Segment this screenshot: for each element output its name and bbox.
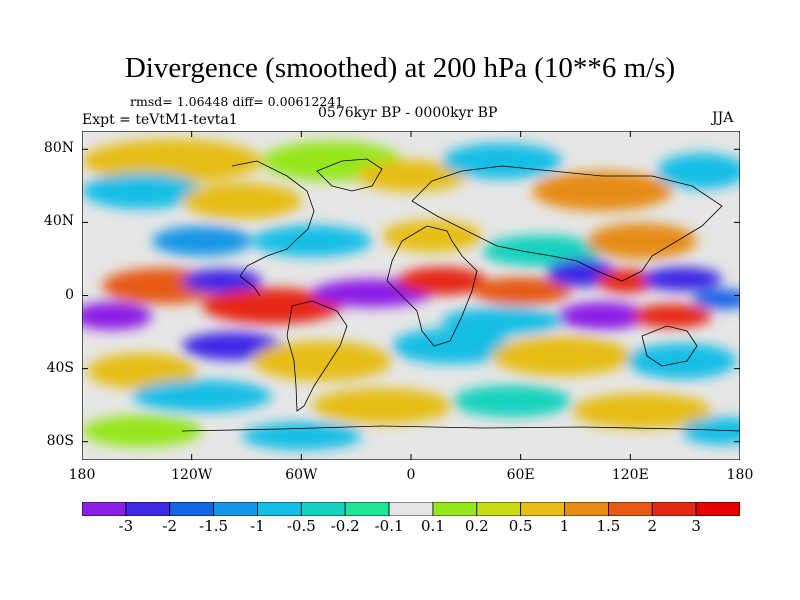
colorbar-cell xyxy=(213,502,258,516)
experiment-label: Expt = teVtM1-tevta1 xyxy=(82,112,238,128)
colorbar-label: 1.5 xyxy=(596,517,621,535)
colorbar-label: -3 xyxy=(118,517,134,535)
colorbar-label: -1.5 xyxy=(199,517,229,535)
colorbar-label: 2 xyxy=(647,517,658,535)
lon-label: 0 xyxy=(406,467,416,483)
lat-label: 40N xyxy=(43,213,74,230)
colorbar-label: 3 xyxy=(691,517,701,535)
lon-label: 120E xyxy=(611,467,649,483)
lat-label: 80N xyxy=(43,140,74,157)
colorbar-cell xyxy=(651,502,697,516)
lat-label: 40S xyxy=(46,359,74,376)
axis-ticks xyxy=(82,131,740,460)
colorbar-cell xyxy=(82,502,127,516)
colorbar-cell xyxy=(608,502,653,516)
colorbar-label: -2 xyxy=(162,517,178,535)
lon-label: 60E xyxy=(506,467,535,483)
colorbar-label: -0.1 xyxy=(374,517,404,535)
colorbar-label: -1 xyxy=(250,517,265,535)
divergence-map xyxy=(82,131,740,460)
lon-label: 120W xyxy=(171,467,213,483)
plot-title: Divergence (smoothed) at 200 hPa (10**6 … xyxy=(124,52,676,84)
lat-label: 80S xyxy=(46,432,74,449)
colorbar-cell xyxy=(564,502,609,516)
rmsd-diff-stats: rmsd= 1.06448 diff= 0.00612241 xyxy=(130,94,344,109)
season-label: JJA xyxy=(712,110,734,126)
colorbar-label: -0.2 xyxy=(330,517,360,535)
lon-label: 180 xyxy=(726,467,754,483)
colorbar-cell xyxy=(520,502,565,516)
lat-label: 0 xyxy=(65,286,74,303)
colorbar xyxy=(82,502,740,516)
colorbar-label: -0.5 xyxy=(286,517,316,535)
lon-label: 60W xyxy=(285,467,318,483)
period-label: 0576kyr BP - 0000kyr BP xyxy=(318,105,498,121)
colorbar-label: 1 xyxy=(559,517,570,535)
colorbar-label: 0.2 xyxy=(464,517,489,535)
colorbar-cell xyxy=(169,502,214,516)
colorbar-cell xyxy=(695,502,740,516)
colorbar-cell xyxy=(125,502,171,516)
coastlines xyxy=(181,158,740,432)
colorbar-label: 0.1 xyxy=(420,517,445,535)
colorbar-cell xyxy=(257,502,302,516)
colorbar-cell xyxy=(432,502,478,516)
colorbar-label: 0.5 xyxy=(508,517,533,535)
colorbar-cell xyxy=(388,502,434,516)
colorbar-cell xyxy=(476,502,522,516)
colorbar-cell xyxy=(344,502,390,516)
colorbar-cell xyxy=(300,502,346,516)
lon-label: 180 xyxy=(68,467,96,483)
